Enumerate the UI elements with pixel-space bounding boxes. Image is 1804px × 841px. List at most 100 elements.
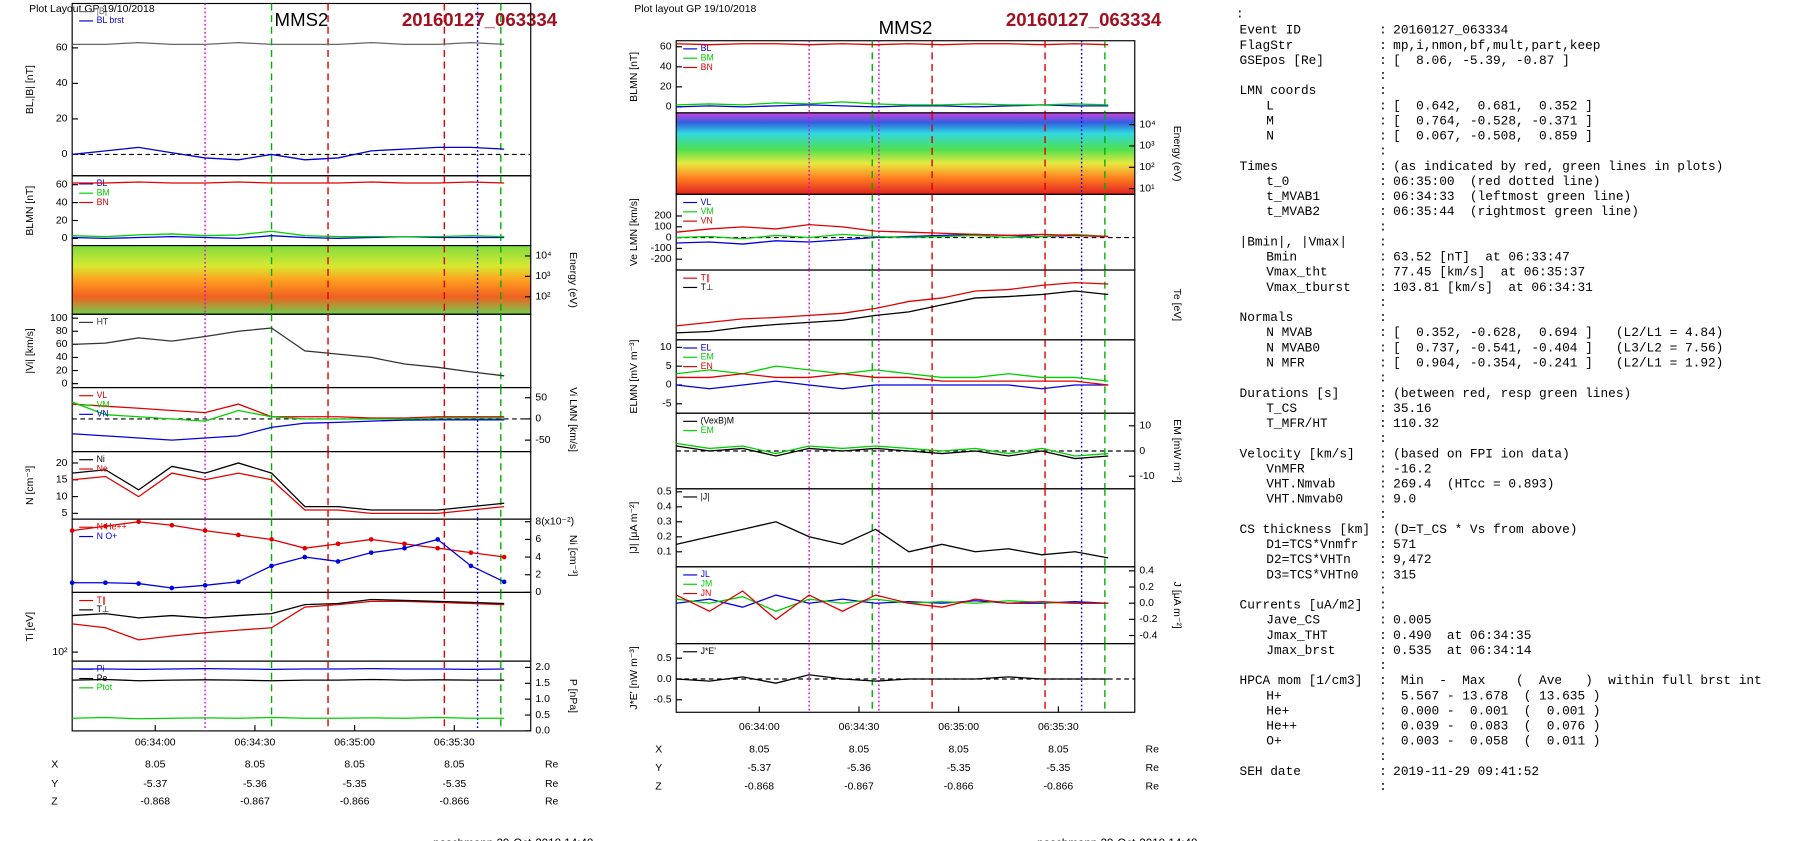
data-point <box>136 581 141 586</box>
legend-label: VM <box>701 206 714 216</box>
panel: 0 2 4 6 8(x10⁻²) Ni [cm⁻³] N He++N O+ <box>69 516 578 598</box>
panel-frame <box>71 313 532 389</box>
listing-label: Times <box>1240 159 1278 174</box>
listing-value: (D=T_CS * Vs from above) <box>1393 522 1577 537</box>
y-tick-label: 4 <box>535 552 541 563</box>
y-tick-label: 0 <box>535 414 541 425</box>
colon: : <box>1379 204 1387 219</box>
colon: : <box>1379 734 1387 749</box>
data-point <box>235 532 241 538</box>
position-value: 8.05 <box>749 744 770 755</box>
y-tick-label: 10 <box>56 491 68 502</box>
y-tick-label: 10³ <box>535 271 551 282</box>
position-unit: Re <box>1146 744 1160 755</box>
listing-value: 571 <box>1393 537 1416 552</box>
colon: : <box>1236 6 1244 21</box>
y-axis-label: ELMN [mV m⁻³] <box>629 339 640 413</box>
colon: : <box>1379 507 1387 522</box>
legend-label: J*E' <box>701 646 717 656</box>
legend-label: |B| <box>97 6 107 16</box>
listing-value: [ 0.067, -0.508, 0.859 ] <box>1393 129 1593 144</box>
data-point <box>136 519 141 525</box>
position-value: -5.35 <box>442 779 466 790</box>
data-point <box>169 585 175 591</box>
position-unit: Re <box>545 759 559 770</box>
spectrogram <box>72 245 531 315</box>
series-line <box>72 146 505 161</box>
listing-label: t_MVAB1 <box>1266 189 1320 204</box>
y-tick-label: 0.1 <box>657 547 672 558</box>
legend-label: EN <box>701 361 713 371</box>
data-point <box>269 563 274 569</box>
data-point <box>169 522 175 528</box>
position-unit: Re <box>1146 782 1160 793</box>
legend-label: BN <box>97 197 109 207</box>
y-tick-label: 200 <box>654 211 672 222</box>
y-tick-label: 6 <box>535 534 541 545</box>
panel-frame <box>675 339 1136 414</box>
panel-frame <box>71 450 532 520</box>
colon: : <box>1379 53 1387 68</box>
legend-label: VL <box>97 390 108 400</box>
listing-value: Min - Max ( Ave ) within full brst int <box>1393 673 1762 688</box>
colon: : <box>1379 38 1387 53</box>
listing-label: D3=TCS*VHTn0 <box>1266 567 1358 582</box>
listing-value: 0.490 at 06:34:35 <box>1393 628 1531 643</box>
y-tick-label: 0 <box>666 380 672 391</box>
y-tick-label: 100 <box>50 313 68 324</box>
series-line <box>72 419 505 441</box>
listing-label: N MVAB <box>1266 325 1312 340</box>
event-id: 20160127_063334 <box>402 9 558 30</box>
legend-label: JM <box>701 579 713 589</box>
y-axis-label: Energy (eV) <box>1171 126 1182 182</box>
series-line <box>72 678 505 682</box>
position-label: Y <box>51 779 58 790</box>
series-line <box>72 716 505 720</box>
listing-value: 06:35:00 (red dotted line) <box>1393 174 1600 189</box>
position-value: -5.35 <box>947 763 971 774</box>
y-tick-label: 10¹ <box>1139 183 1155 194</box>
legend-label: Pe <box>97 673 108 683</box>
listing-label: N <box>1266 129 1274 144</box>
listing-label: t_MVAB2 <box>1266 204 1320 219</box>
colon: : <box>1379 355 1387 370</box>
y-tick-label: 5 <box>62 508 68 519</box>
x-tick-label: 06:34:00 <box>739 722 780 733</box>
listing-label: N MFR <box>1266 355 1305 370</box>
listing-label: T_CS <box>1266 401 1297 416</box>
colon: : <box>1379 144 1387 159</box>
y-axis-label: Te [eV] <box>1171 289 1182 322</box>
panel-frame <box>675 269 1136 341</box>
y-tick-label: 20 <box>56 215 68 226</box>
colon: : <box>1379 386 1387 401</box>
panel: -0.5 0.0 0.5 J*E' [nW m⁻³] J*E' <box>629 643 1136 713</box>
listing-value: [ 0.904, -0.354, -0.241 ] (L2/L1 = 1.92) <box>1393 355 1723 370</box>
y-tick-label: 0 <box>1139 446 1145 457</box>
series-line <box>72 538 505 589</box>
data-point <box>402 545 407 551</box>
listing-value: 06:35:44 (rightmost green line) <box>1393 204 1639 219</box>
y-tick-label: 50 <box>535 393 547 404</box>
y-tick-label: 20 <box>56 458 68 469</box>
position-value: 8.05 <box>1048 744 1069 755</box>
series-line <box>72 403 505 419</box>
spectrogram <box>676 112 1135 195</box>
listing-label: M <box>1266 113 1274 128</box>
legend-label: T⊥ <box>701 282 714 292</box>
series-line <box>676 101 1109 106</box>
series-line <box>72 598 505 619</box>
y-tick-label: 0.5 <box>657 487 672 498</box>
listing-label: Jave_CS <box>1266 613 1320 628</box>
colon: : <box>1379 461 1387 476</box>
legend-label: Pi <box>97 664 105 674</box>
y-tick-label: 60 <box>56 43 68 54</box>
colon: : <box>1379 643 1387 658</box>
position-value: 8.05 <box>145 759 166 770</box>
plot-title: MMS2 <box>275 9 329 30</box>
listing-label: Vmax_tht <box>1266 265 1327 280</box>
listing-value: -16.2 <box>1393 461 1431 476</box>
data-point <box>269 537 274 542</box>
listing-value: [ 0.352, -0.628, 0.694 ] (L2/L1 = 4.84) <box>1393 325 1723 340</box>
position-value: -5.36 <box>847 763 871 774</box>
listing-label: |Bmin|, |Vmax| <box>1240 234 1348 249</box>
